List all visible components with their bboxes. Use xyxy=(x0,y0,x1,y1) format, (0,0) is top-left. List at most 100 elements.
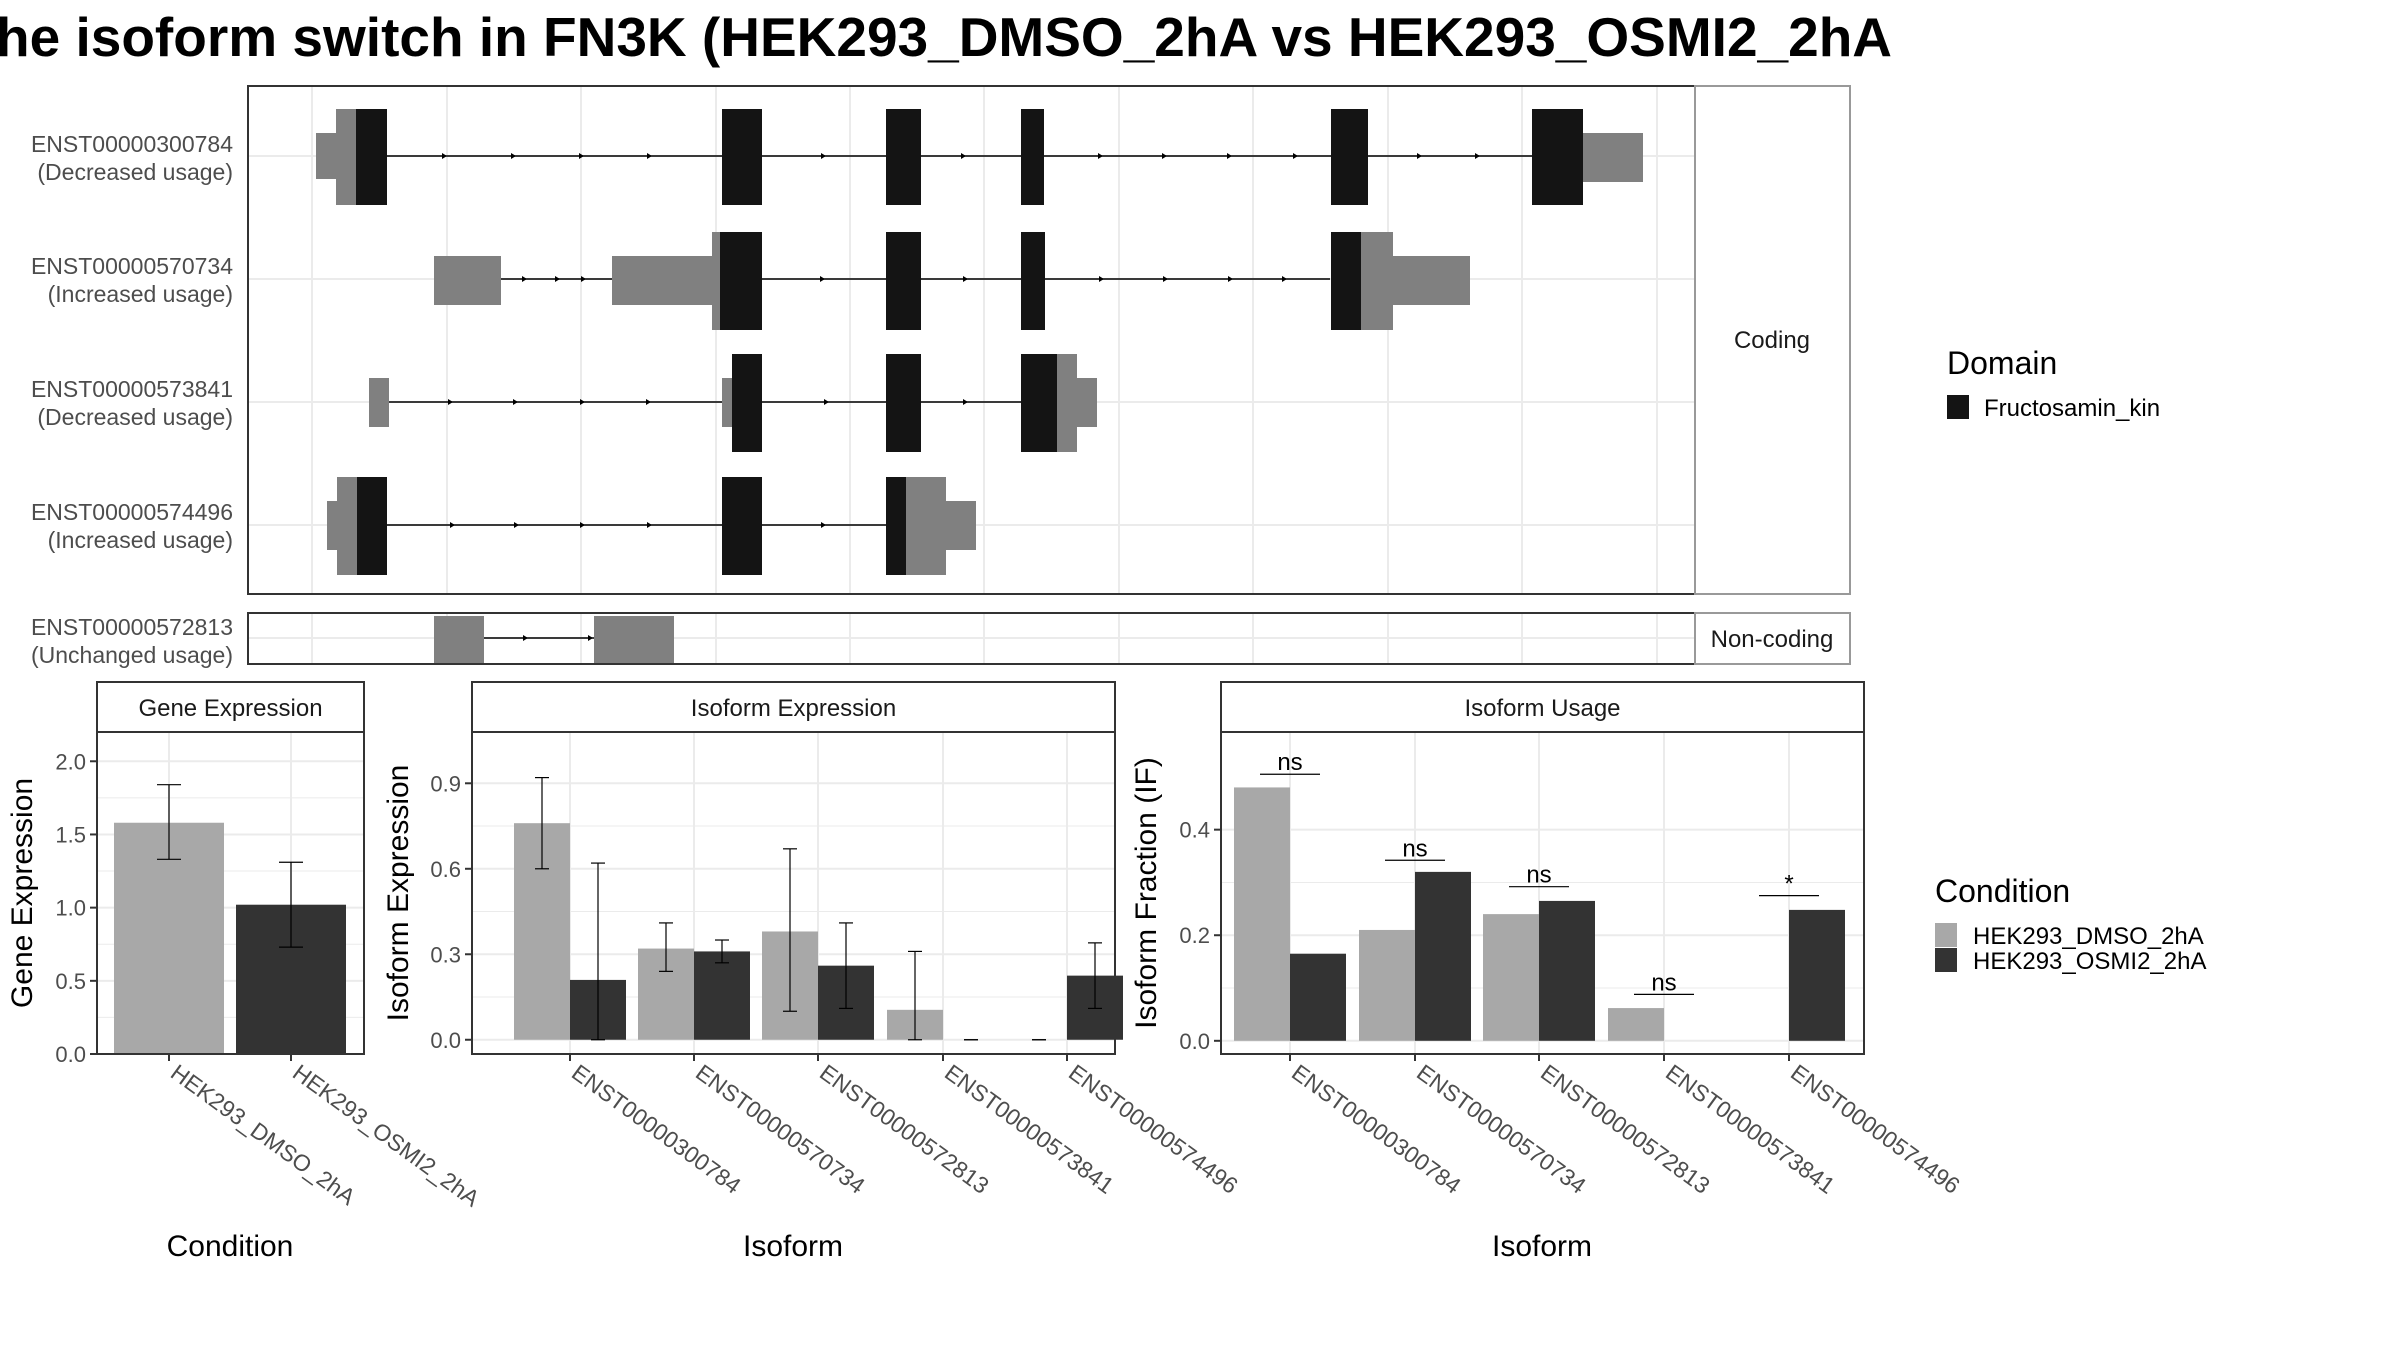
condition-legend: Condition HEK293_DMSO_2hA HEK293_OSMI2_2… xyxy=(1935,873,2206,975)
y-tick-label: 2.0 xyxy=(55,749,86,774)
bar xyxy=(114,822,224,1054)
utr-exon xyxy=(712,232,720,330)
transcript-track-ENST00000300784 xyxy=(316,109,1643,205)
domain-exon xyxy=(1021,232,1045,330)
y-tick-label: 0.4 xyxy=(1179,818,1210,843)
domain-exon xyxy=(357,477,387,575)
utr-exon xyxy=(722,378,732,427)
domain-exon xyxy=(886,354,921,452)
y-tick-label: 1.5 xyxy=(55,822,86,847)
bar xyxy=(1359,929,1415,1041)
y-tick-label: 0.9 xyxy=(430,771,461,796)
utr-exon xyxy=(434,616,484,664)
panel-title: Isoform Expression xyxy=(691,695,896,722)
bar xyxy=(1539,900,1595,1041)
transcript-track-ENST00000572813 xyxy=(434,616,674,664)
utr-exon xyxy=(906,477,946,575)
x-axis-title: Isoform xyxy=(743,1230,843,1263)
domain-exon xyxy=(722,477,762,575)
domain-legend-label: Fructosamin_kin xyxy=(1984,395,2160,422)
transcript-labels: ENST00000300784 (Decreased usage) ENST00… xyxy=(31,131,233,668)
significance-label: * xyxy=(1784,871,1793,898)
significance-label: ns xyxy=(1402,835,1427,862)
panel-strip xyxy=(471,681,1116,733)
utr-exon xyxy=(434,256,501,305)
panel-strip xyxy=(1220,681,1865,733)
intron-arrows xyxy=(442,153,1480,159)
utr-exon xyxy=(336,109,356,205)
y-axis-title: Gene Expression xyxy=(6,778,39,1008)
y-tick-label: 0.0 xyxy=(430,1028,461,1053)
domain-legend-swatch xyxy=(1947,395,1969,419)
bar xyxy=(694,951,750,1040)
condition-legend-title: Condition xyxy=(1935,873,2070,909)
panel-border xyxy=(96,731,365,1055)
significance-label: ns xyxy=(1277,749,1302,776)
x-axis-title: Condition xyxy=(167,1230,294,1263)
gene-expression-chart: Gene Expression0.00.51.01.52.0HEK293_DMS… xyxy=(6,681,485,1263)
transcript-usage-label: (Unchanged usage) xyxy=(31,642,233,668)
bar xyxy=(1234,787,1290,1041)
y-tick-label: 0.3 xyxy=(430,942,461,967)
domain-legend-title: Domain xyxy=(1947,345,2057,381)
transcript-usage-label: (Decreased usage) xyxy=(37,159,233,185)
utr-exon xyxy=(1077,378,1097,427)
domain-exon xyxy=(1532,109,1583,205)
transcript-panel-noncoding: Non-coding xyxy=(247,612,1851,665)
figure-title: he isoform switch in FN3K (HEK293_DMSO_2… xyxy=(0,6,1892,68)
x-axis-title: Isoform xyxy=(1492,1230,1592,1263)
panel-title: Isoform Usage xyxy=(1464,695,1620,722)
y-axis-title: Isoform Fraction (IF) xyxy=(1130,757,1163,1029)
domain-exon xyxy=(886,477,906,575)
y-tick-label: 0.2 xyxy=(1179,923,1210,948)
utr-exon xyxy=(1361,232,1393,330)
isoform-expression-chart: Isoform Expression0.00.30.60.9ENST000003… xyxy=(382,681,1243,1263)
utr-exon xyxy=(1393,256,1470,305)
y-tick-label: 1.0 xyxy=(55,896,86,921)
transcript-id-label: ENST00000300784 xyxy=(31,131,233,157)
bar xyxy=(1415,871,1471,1041)
utr-exon xyxy=(612,256,712,305)
domain-exon xyxy=(1331,109,1368,205)
bar xyxy=(1789,909,1845,1041)
y-tick-label: 0.6 xyxy=(430,857,461,882)
intron-arrow xyxy=(588,635,593,641)
y-tick-label: 0.0 xyxy=(55,1042,86,1067)
coding-strip xyxy=(1694,85,1851,595)
transcript-track-ENST00000574496 xyxy=(327,477,976,575)
transcript-track-ENST00000570734 xyxy=(434,232,1470,330)
transcript-id-label: ENST00000573841 xyxy=(31,376,233,402)
condition-legend-swatch-osmi xyxy=(1935,948,1957,972)
transcript-id-label: ENST00000572813 xyxy=(31,614,233,640)
domain-exon xyxy=(886,109,921,205)
utr-exon xyxy=(337,477,357,575)
bar xyxy=(1608,1008,1664,1041)
significance-label: ns xyxy=(1651,969,1676,996)
utr-exon xyxy=(369,378,389,427)
isoform-usage-chart: Isoform Usagensnsnsns*0.00.20.4ENST00000… xyxy=(1130,681,1965,1263)
y-tick-label: 0.5 xyxy=(55,969,86,994)
transcript-id-label: ENST00000574496 xyxy=(31,499,233,525)
bar xyxy=(1483,914,1539,1041)
utr-exon xyxy=(594,616,674,664)
panel-border xyxy=(471,731,1116,1055)
condition-legend-label-osmi: HEK293_OSMI2_2hA xyxy=(1973,948,2206,975)
significance-label: ns xyxy=(1526,862,1551,889)
transcript-usage-label: (Increased usage) xyxy=(48,527,233,553)
domain-exon xyxy=(1331,232,1361,330)
domain-exon xyxy=(1021,109,1044,205)
domain-exon xyxy=(722,109,762,205)
domain-exon xyxy=(886,232,921,330)
domain-exon xyxy=(1021,354,1057,452)
utr-exon xyxy=(1057,354,1077,452)
transcript-track-ENST00000573841 xyxy=(369,354,1097,452)
bar xyxy=(1290,953,1346,1041)
intron-arrows xyxy=(450,522,826,528)
noncoding-strip-label: Non-coding xyxy=(1711,626,1834,653)
y-axis-title: Isoform Expression xyxy=(382,765,415,1022)
transcript-usage-label: (Decreased usage) xyxy=(37,404,233,430)
noncoding-strip xyxy=(1694,612,1851,665)
utr-exon xyxy=(946,501,976,550)
utr-exon xyxy=(1583,133,1643,182)
utr-exon xyxy=(327,501,337,550)
